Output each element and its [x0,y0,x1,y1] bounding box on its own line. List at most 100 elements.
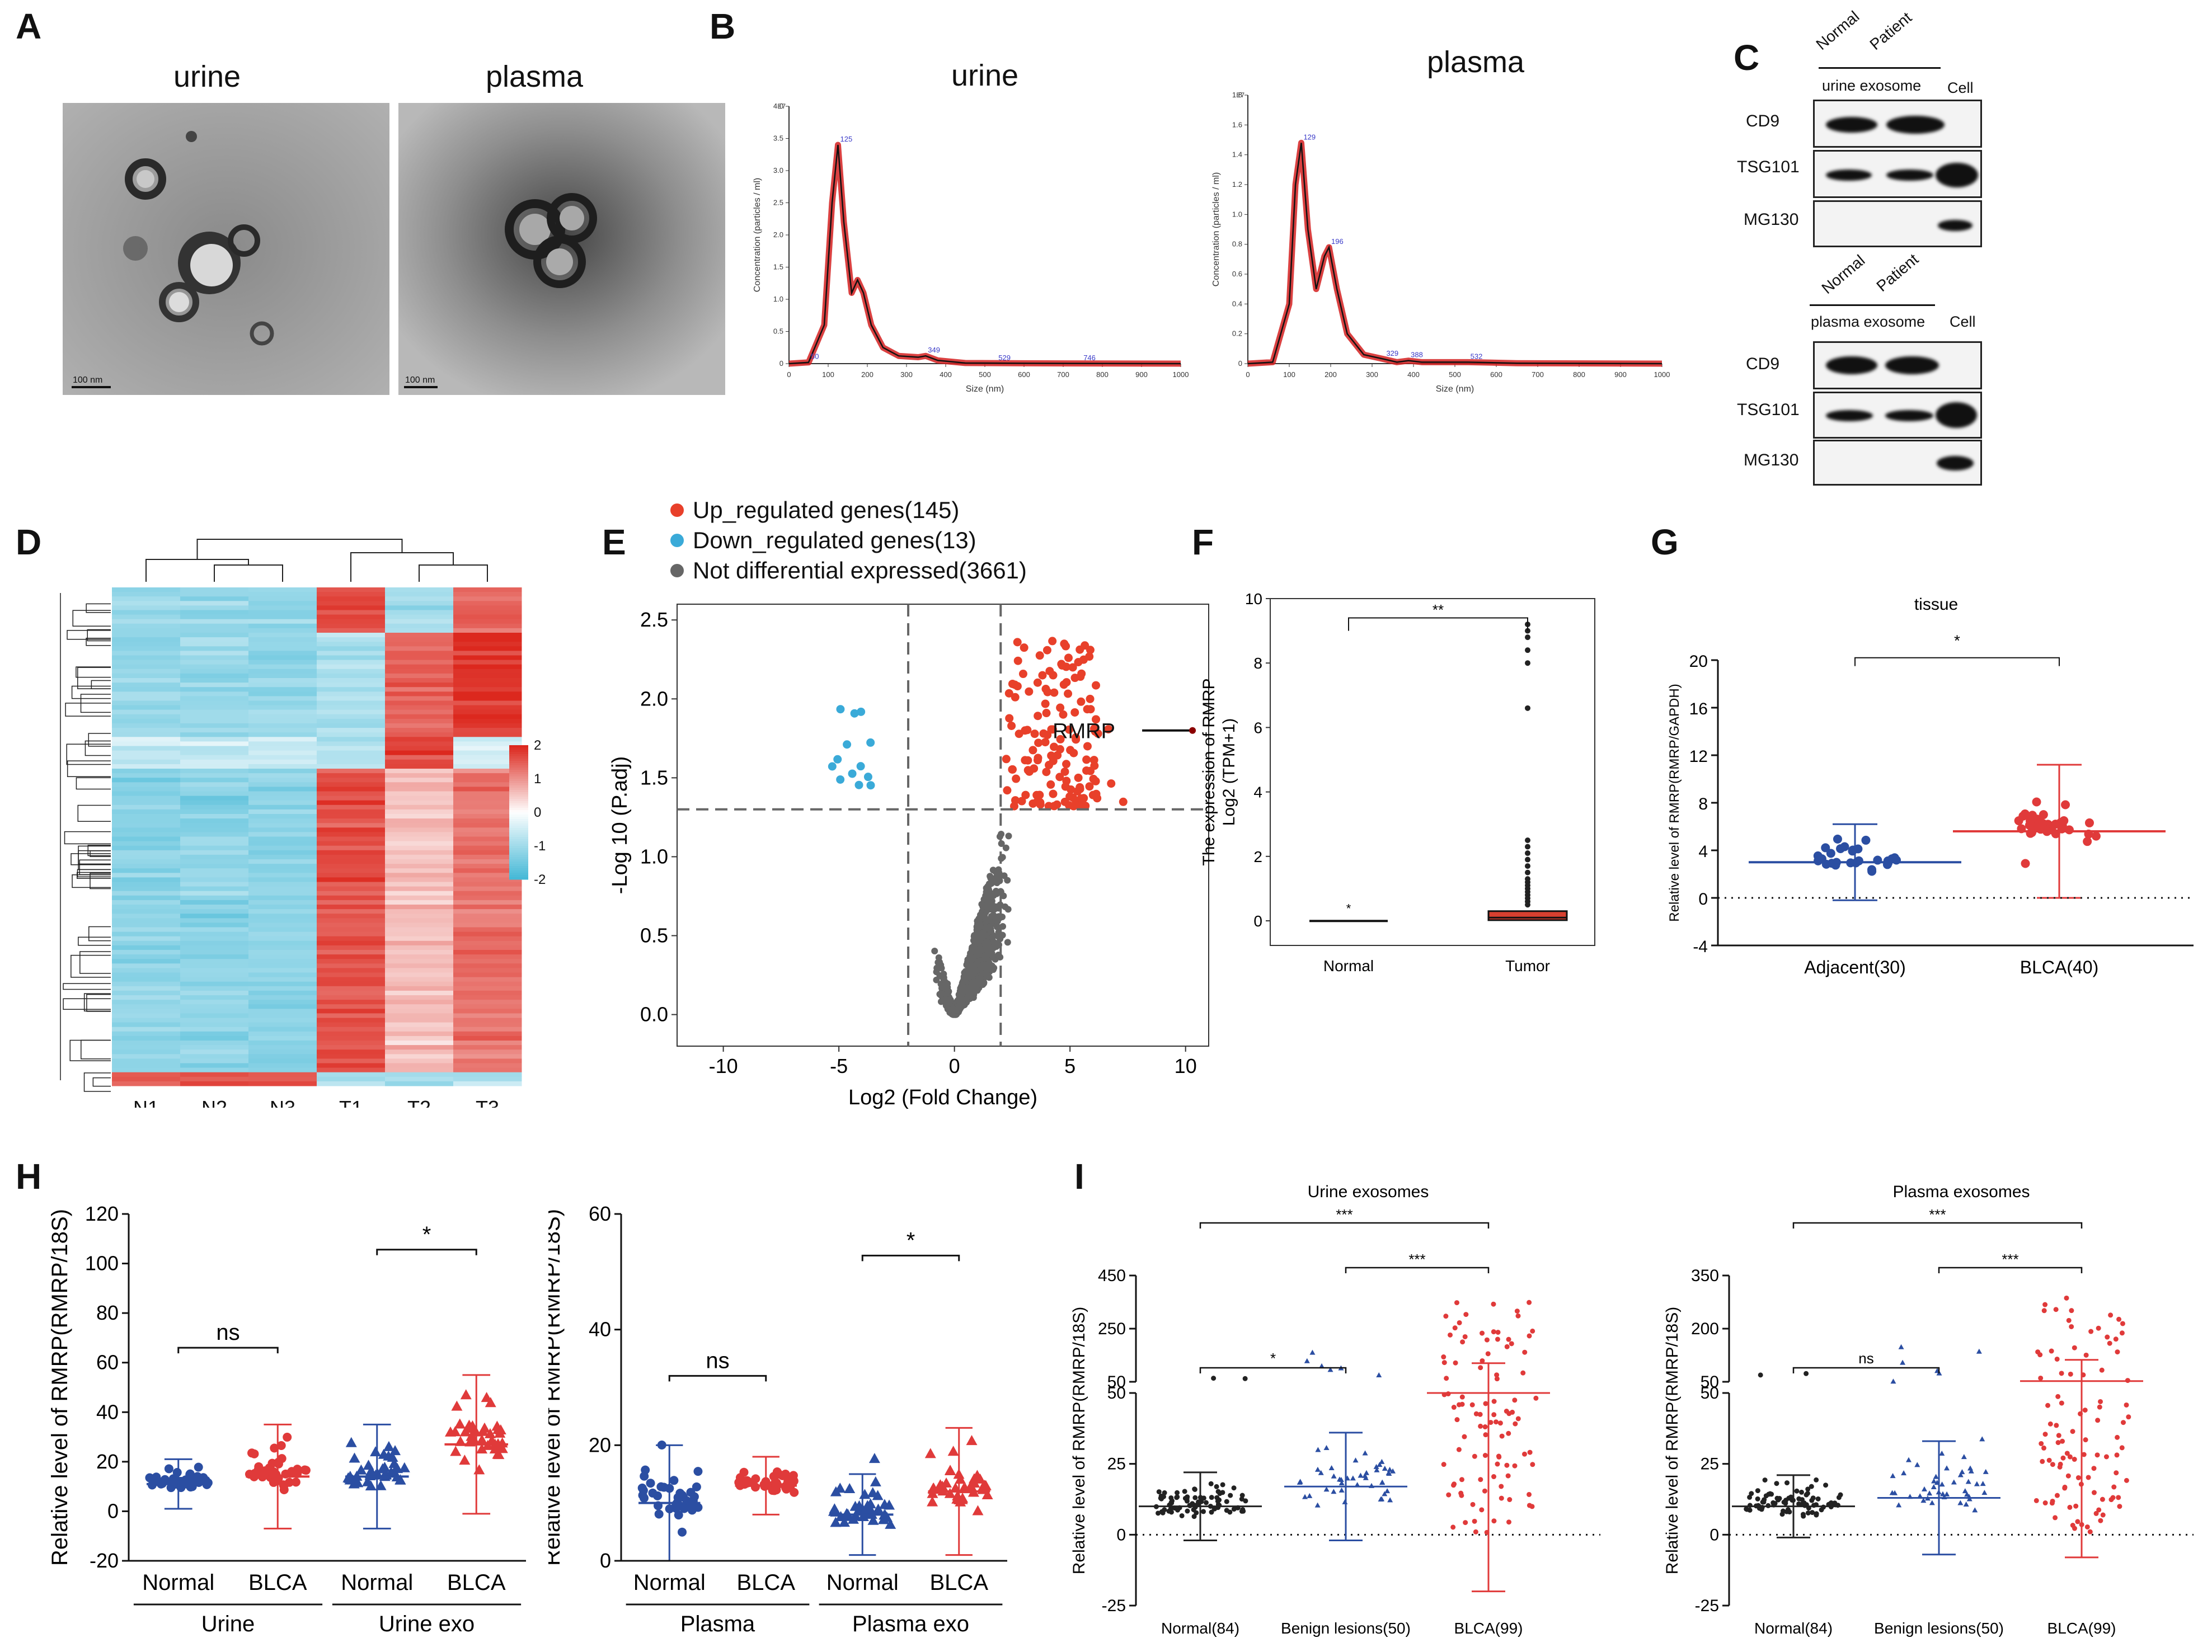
row-dendrogram-branch [78,845,111,865]
heatmap-cell [180,873,249,878]
row-dendrogram-branch [83,993,111,1011]
heatmap-cell [180,1049,249,1055]
point-up-regulated [1041,699,1050,708]
heatmap-cell [453,592,522,597]
row-dendrogram-branch [69,1039,111,1061]
heatmap-cell [317,746,386,751]
heatmap-cell [385,1063,454,1069]
heatmap-cell [453,1004,522,1009]
heatmap-cell [317,972,386,978]
point-up-regulated [1056,735,1065,743]
data-point [454,1418,466,1429]
point-up-regulated [1036,800,1045,809]
data-point [395,1474,406,1485]
heatmap-cell [385,678,454,683]
heatmap-cell [180,791,249,797]
heatmap-cell [385,959,454,964]
heatmap-cell [112,746,181,751]
point-down-regulated [866,781,875,790]
heatmap-cell [248,683,317,688]
x-tick-label: 600 [1490,370,1502,379]
colorscale-label: -2 [534,872,546,887]
data-point [2059,1371,2064,1376]
panelB-plasma-title: plasma [1427,45,1525,79]
heatmap-cell [453,990,522,996]
heatmap-cell [385,759,454,765]
heatmap-cell [180,605,249,610]
heatmap-cell [453,891,522,896]
heatmap-cell [453,728,522,733]
row-dendrogram-branch [71,853,111,865]
heatmap-cell [112,950,181,955]
heatmap-cell [112,791,181,797]
x-axis-title: Size (nm) [1436,384,1474,394]
point-up-regulated [1077,697,1086,706]
col-dendrogram-branch [419,564,488,582]
data-point [1823,1482,1829,1488]
y-tick-label: 250 [1098,1320,1126,1338]
heatmap-cell [248,673,317,679]
data-point [1515,1313,1521,1319]
data-point [1331,1473,1337,1479]
heatmap-cell [112,741,181,746]
heatmap-cell [453,968,522,973]
data-point [844,1483,856,1494]
heatmap-cell [453,782,522,787]
data-point [2064,825,2074,835]
annotation-point [1189,727,1196,734]
heatmap-cell [453,972,522,978]
y-tick-label: 25 [1107,1455,1126,1474]
y-tick-label: 2 [1253,848,1262,865]
data-point [2108,1312,2114,1318]
heatmap-cell [248,778,317,783]
data-point [1512,1463,1518,1469]
point-up-regulated [1011,796,1020,805]
y-tick-label: 1.2 [1232,180,1242,189]
heatmap-cell [385,700,454,706]
heatmap-cell [385,1022,454,1028]
point-up-regulated [1086,766,1095,775]
data-point [1483,1401,1488,1406]
outlier-tumor [1525,863,1530,869]
heatmap-cell [453,859,522,864]
point-up-regulated [1059,710,1068,719]
blot-urine-cell: Cell [1947,79,1974,96]
data-point [1363,1470,1369,1475]
data-point [1821,843,1830,853]
heatmap-cell [317,605,386,610]
colorscale-step [509,792,528,795]
heatmap-cell [180,1067,249,1073]
heatmap-cell [453,864,522,869]
heatmap-cell [385,737,454,742]
heatmap-cell [453,1022,522,1028]
heatmap-cell [112,700,181,706]
y-tick-label: 1.6 [1232,120,1242,129]
em-image-urine: 100 nm [63,103,389,395]
data-point [283,1433,292,1442]
heatmap-cell [248,592,317,597]
colorscale-step [509,759,528,761]
heatmap-cell [248,886,317,892]
sig-bracket-benign-blca [1345,1267,1490,1273]
point-up-regulated [1017,797,1026,806]
point-not-differential [938,990,946,997]
data-point [1801,1500,1807,1505]
colorscale-step [509,788,528,790]
point-up-regulated [1077,669,1086,678]
sig-label: *** [1336,1206,1352,1223]
data-point [1527,1491,1532,1497]
data-point [1224,1499,1229,1504]
point-up-regulated [1034,738,1043,747]
heatmap-cell [453,827,522,832]
data-point [388,1466,400,1477]
heatmap-cell [453,977,522,982]
heatmap-cell [180,927,249,933]
data-point [2115,1434,2120,1440]
data-point [1939,1451,1945,1456]
data-point [947,1446,959,1456]
heatmap-column-label: N1 [133,1096,159,1108]
data-point [2095,1418,2101,1423]
point-up-regulated [1060,639,1069,648]
x-tick-label: 1000 [1173,370,1189,379]
heatmap-cell [112,850,181,855]
